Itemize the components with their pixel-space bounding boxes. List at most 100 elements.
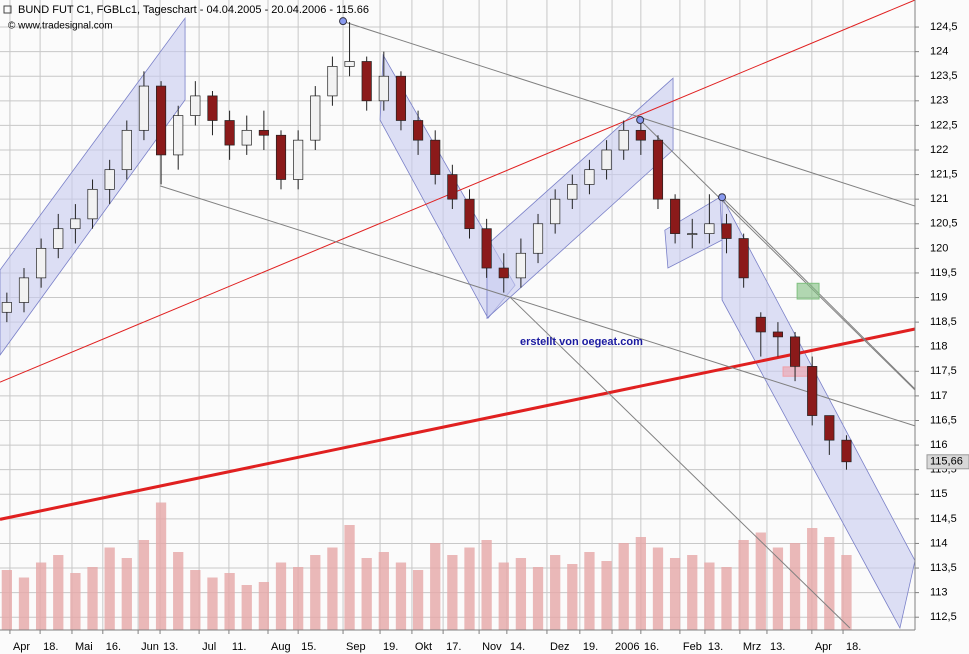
trend-line xyxy=(639,119,916,391)
candle-body xyxy=(430,139,441,175)
x-tick-label: 16. xyxy=(644,641,659,653)
volume-bar xyxy=(721,567,732,630)
x-tick-label: 13. xyxy=(770,641,785,653)
last-price-label: 115,66 xyxy=(930,456,963,468)
x-tick-label: 14. xyxy=(510,641,525,653)
candle-body xyxy=(447,174,458,200)
volume-bar xyxy=(738,540,749,630)
volume-bar xyxy=(704,562,715,630)
volume-bar xyxy=(395,562,407,630)
candle-body xyxy=(841,439,852,463)
x-tick-label: 2006 xyxy=(615,641,639,653)
x-tick-label: 18. xyxy=(43,641,58,653)
x-tick-label: Sep xyxy=(346,641,366,653)
candle-body xyxy=(395,75,407,121)
volume-bar xyxy=(310,555,321,630)
candle-body xyxy=(618,129,629,151)
candle-body xyxy=(18,277,30,303)
x-tick-label: Aug xyxy=(271,641,291,653)
volume-bar xyxy=(567,564,578,630)
volume-bar xyxy=(173,552,184,630)
candle-body xyxy=(498,267,509,279)
x-tick-label: Mrz xyxy=(743,641,761,653)
x-tick-label: Okt xyxy=(415,641,432,653)
volume-bar xyxy=(361,558,372,630)
y-tick-label: 122,5 xyxy=(930,119,958,131)
x-tick-label: 11. xyxy=(232,641,246,653)
candle-body xyxy=(275,134,287,180)
y-tick-label: 113,5 xyxy=(930,562,957,574)
candle-body xyxy=(258,129,269,136)
candle-body xyxy=(224,120,235,146)
x-tick-label: 17. xyxy=(446,641,461,653)
volume-bar xyxy=(807,528,818,630)
volume-bar xyxy=(841,555,852,630)
x-tick-label: Feb xyxy=(683,641,702,653)
candle-body xyxy=(241,129,252,146)
volume-bar xyxy=(241,585,252,630)
candle-body xyxy=(670,198,681,234)
candle-body xyxy=(635,129,646,141)
y-tick-label: 114,5 xyxy=(930,513,957,525)
volume-bar xyxy=(481,540,492,630)
volume-bar xyxy=(1,570,12,630)
volume-bar xyxy=(35,562,47,630)
volume-bar xyxy=(447,555,458,630)
candle-body xyxy=(293,139,304,180)
trend-line xyxy=(0,327,916,521)
chart-title: BUND FUT C1, FGBLc1, Tageschart - 04.04.… xyxy=(18,4,369,16)
y-tick-label: 116,5 xyxy=(930,414,957,426)
volume-bar xyxy=(293,567,304,630)
candle-body xyxy=(361,61,372,102)
x-tick-label: Apr xyxy=(815,641,832,653)
candle-body xyxy=(738,238,749,279)
annotation: erstellt von oegeat.com xyxy=(520,336,643,348)
chart-icon xyxy=(3,5,12,14)
candle-body xyxy=(824,415,835,441)
zone-box xyxy=(796,282,820,300)
y-tick-label: 122 xyxy=(930,144,948,156)
volume-bar xyxy=(344,525,355,630)
candle-body xyxy=(567,184,578,200)
candle-body xyxy=(481,228,492,269)
x-tick-label: 13. xyxy=(708,641,723,653)
x-tick-label: 19. xyxy=(383,641,398,653)
candle-body xyxy=(87,188,98,220)
y-tick-label: 120 xyxy=(930,242,948,254)
volume-bar xyxy=(155,502,167,630)
candle-body xyxy=(704,223,715,234)
y-tick-label: 119,5 xyxy=(930,267,957,279)
volume-bar xyxy=(755,532,766,630)
channel xyxy=(721,197,916,630)
candle-body xyxy=(515,252,526,279)
candle-body xyxy=(378,75,389,102)
volume-bar xyxy=(601,561,612,630)
candle-body xyxy=(807,366,818,416)
trend-line xyxy=(509,296,851,629)
volume-bar xyxy=(515,558,527,630)
y-tick-label: 114 xyxy=(930,537,948,549)
candle-body xyxy=(70,218,81,230)
zone-box xyxy=(782,366,811,377)
volume-bar xyxy=(464,547,475,630)
candle-body xyxy=(190,95,201,116)
volume-bar xyxy=(70,573,81,630)
candle-body xyxy=(584,169,595,185)
candle-body xyxy=(207,95,218,121)
volume-bar xyxy=(121,558,132,630)
volume-bar xyxy=(430,543,441,630)
y-tick-label: 123,5 xyxy=(930,70,958,82)
axis-layer: 112,5113113,5114114,5115115,5116116,5117… xyxy=(9,21,969,653)
candle-body xyxy=(532,223,544,254)
y-tick-label: 124 xyxy=(930,46,948,58)
volume-bar xyxy=(584,552,595,630)
candle-body xyxy=(550,198,561,225)
y-tick-label: 119 xyxy=(930,291,948,303)
volume-bar xyxy=(53,555,64,630)
y-tick-label: 121 xyxy=(930,193,948,205)
candle-body xyxy=(173,115,184,156)
volume-bar xyxy=(789,543,801,630)
x-tick-label: Jul xyxy=(202,641,216,653)
candle-body xyxy=(53,228,64,249)
